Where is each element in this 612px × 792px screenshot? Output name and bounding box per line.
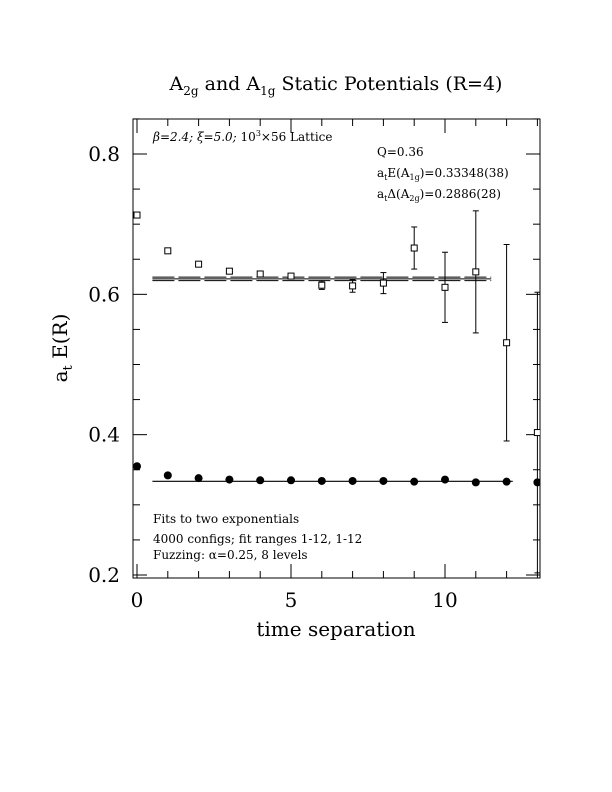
x-tick-label: 0 xyxy=(131,588,144,612)
data-point-square xyxy=(318,281,326,289)
data-point-square xyxy=(410,244,418,252)
data-point-circle xyxy=(163,471,172,480)
data-point-circle xyxy=(533,478,540,487)
y-tick-label: 0.8 xyxy=(88,142,120,166)
data-point-square xyxy=(164,247,172,255)
data-point-circle xyxy=(287,476,295,485)
data-point-circle xyxy=(379,476,388,485)
data-point-circle xyxy=(133,462,141,471)
energy-annotation: atE(A1g)=0.33348(38) xyxy=(377,166,509,182)
data-point-circle xyxy=(317,476,326,485)
data-point-square xyxy=(349,282,357,290)
data-point-square xyxy=(133,211,141,219)
data-point-square xyxy=(225,267,233,275)
lattice-annotation: β=2.4; ξ=5.0; 103×56 Lattice xyxy=(152,129,333,144)
configs-annotation: 4000 configs; fit ranges 1-12, 1-12 xyxy=(153,532,362,546)
data-point-circle xyxy=(502,477,511,486)
axis-ticks xyxy=(133,118,540,578)
fits-annotation: Fits to two exponentials xyxy=(153,512,299,526)
x-axis-label: time separation xyxy=(256,617,415,641)
fit-lines xyxy=(152,276,513,482)
data-point-circle xyxy=(410,477,419,486)
data-point-square xyxy=(379,279,387,287)
plot-frame xyxy=(132,118,541,579)
data-point-square xyxy=(287,272,295,280)
data-point-square xyxy=(195,260,203,268)
y-tick-label: 0.6 xyxy=(88,282,120,306)
data-point-square xyxy=(533,429,540,437)
data-point-circle xyxy=(348,476,357,485)
data-point-square xyxy=(441,283,449,291)
data-point-circle xyxy=(471,478,480,487)
x-tick-label: 5 xyxy=(285,588,298,612)
data-point-circle xyxy=(194,474,203,483)
data-series xyxy=(133,210,540,574)
data-point-square xyxy=(256,270,264,278)
y-tick-label: 0.2 xyxy=(88,563,120,587)
tick-labels: 0 5 10 0.2 0.4 0.6 0.8 xyxy=(88,142,458,612)
chart-title: A2g and A1g Static Potentials (R=4) xyxy=(169,73,503,98)
data-point-circle xyxy=(256,476,265,485)
x-tick-label: 10 xyxy=(432,588,457,612)
y-axis-label: at E(R) xyxy=(48,314,76,383)
y-tick-label: 0.4 xyxy=(88,423,120,447)
data-point-square xyxy=(472,268,480,276)
q-annotation: Q=0.36 xyxy=(377,145,424,159)
data-point-circle xyxy=(225,475,234,484)
fuzzing-annotation: Fuzzing: α=0.25, 8 levels xyxy=(153,548,308,562)
data-point-square xyxy=(503,339,511,347)
delta-annotation: atΔ(A2g)=0.2886(28) xyxy=(377,187,501,203)
data-point-circle xyxy=(441,475,449,484)
